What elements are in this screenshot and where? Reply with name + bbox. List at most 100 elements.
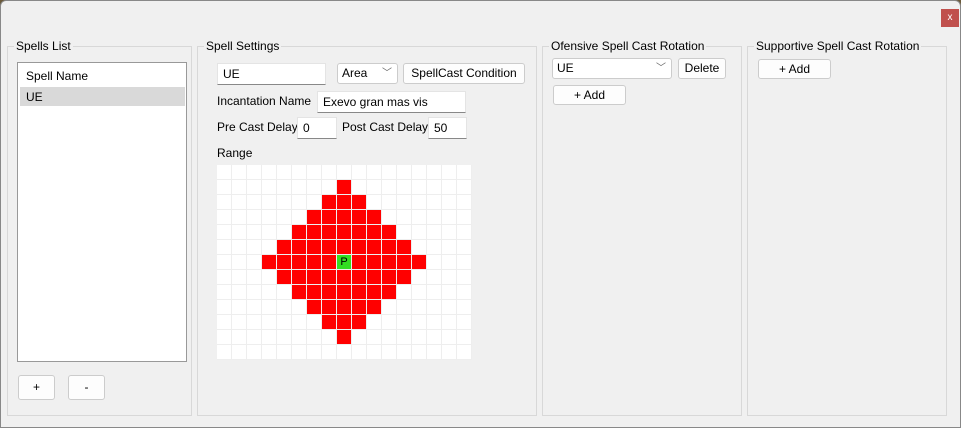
range-cell-active[interactable] <box>277 240 292 255</box>
range-cell[interactable] <box>397 345 412 360</box>
range-cell[interactable] <box>232 315 247 330</box>
range-cell[interactable] <box>262 195 277 210</box>
range-cell[interactable] <box>382 345 397 360</box>
range-cell[interactable] <box>217 285 232 300</box>
range-cell[interactable] <box>457 255 472 270</box>
range-cell[interactable] <box>367 315 382 330</box>
range-cell[interactable] <box>232 210 247 225</box>
range-cell[interactable] <box>262 240 277 255</box>
area-type-select[interactable]: Area ﹀ <box>337 63 398 84</box>
range-cell[interactable] <box>427 165 442 180</box>
range-cell[interactable] <box>337 165 352 180</box>
range-cell[interactable] <box>382 165 397 180</box>
range-cell[interactable] <box>307 165 322 180</box>
range-cell[interactable] <box>457 180 472 195</box>
range-cell-active[interactable] <box>322 195 337 210</box>
range-cell[interactable] <box>412 300 427 315</box>
range-cell[interactable] <box>397 225 412 240</box>
range-cell[interactable] <box>442 270 457 285</box>
range-cell[interactable] <box>412 225 427 240</box>
range-cell-active[interactable] <box>307 225 322 240</box>
range-cell[interactable] <box>442 285 457 300</box>
range-cell-active[interactable] <box>277 270 292 285</box>
range-cell-active[interactable] <box>307 210 322 225</box>
range-cell-active[interactable] <box>262 255 277 270</box>
close-button[interactable]: x <box>941 9 959 27</box>
range-cell-active[interactable] <box>307 255 322 270</box>
range-cell-active[interactable] <box>382 270 397 285</box>
range-cell-active[interactable] <box>397 255 412 270</box>
range-cell-active[interactable] <box>352 225 367 240</box>
range-cell[interactable] <box>397 315 412 330</box>
range-cell[interactable] <box>262 210 277 225</box>
range-cell-active[interactable] <box>352 210 367 225</box>
range-cell[interactable] <box>247 255 262 270</box>
range-cell[interactable] <box>217 255 232 270</box>
range-cell[interactable] <box>442 300 457 315</box>
range-cell[interactable] <box>412 315 427 330</box>
range-cell[interactable] <box>367 180 382 195</box>
range-cell[interactable] <box>277 315 292 330</box>
range-cell[interactable] <box>457 315 472 330</box>
range-cell[interactable] <box>262 300 277 315</box>
range-cell-active[interactable] <box>367 300 382 315</box>
range-cell[interactable] <box>352 180 367 195</box>
range-cell[interactable] <box>262 180 277 195</box>
range-cell-player[interactable]: P <box>337 255 352 270</box>
range-cell-active[interactable] <box>367 270 382 285</box>
range-cell[interactable] <box>262 225 277 240</box>
range-cell-active[interactable] <box>307 240 322 255</box>
range-cell[interactable] <box>262 330 277 345</box>
range-cell[interactable] <box>442 210 457 225</box>
range-cell[interactable] <box>217 180 232 195</box>
range-cell[interactable] <box>367 165 382 180</box>
range-cell[interactable] <box>307 315 322 330</box>
range-cell-active[interactable] <box>322 270 337 285</box>
range-cell[interactable] <box>277 225 292 240</box>
range-cell[interactable] <box>247 285 262 300</box>
range-cell[interactable] <box>262 285 277 300</box>
range-cell[interactable] <box>397 300 412 315</box>
range-cell[interactable] <box>292 195 307 210</box>
range-cell[interactable] <box>292 345 307 360</box>
range-cell[interactable] <box>442 240 457 255</box>
range-cell[interactable] <box>412 285 427 300</box>
range-cell[interactable] <box>292 165 307 180</box>
range-cell[interactable] <box>412 345 427 360</box>
range-cell[interactable] <box>277 285 292 300</box>
range-cell[interactable] <box>382 330 397 345</box>
range-cell-active[interactable] <box>292 225 307 240</box>
range-cell[interactable] <box>442 195 457 210</box>
range-cell-active[interactable] <box>367 210 382 225</box>
spell-name-input[interactable]: UE <box>217 63 326 85</box>
range-cell[interactable] <box>262 315 277 330</box>
range-cell[interactable] <box>427 195 442 210</box>
range-cell[interactable] <box>277 300 292 315</box>
range-cell-active[interactable] <box>352 315 367 330</box>
range-cell[interactable] <box>382 300 397 315</box>
range-cell[interactable] <box>412 330 427 345</box>
range-cell[interactable] <box>232 180 247 195</box>
range-cell[interactable] <box>457 240 472 255</box>
range-cell[interactable] <box>457 285 472 300</box>
range-cell-active[interactable] <box>382 240 397 255</box>
range-cell[interactable] <box>457 330 472 345</box>
range-cell[interactable] <box>247 345 262 360</box>
range-cell[interactable] <box>442 255 457 270</box>
range-cell-active[interactable] <box>367 225 382 240</box>
range-cell-active[interactable] <box>337 195 352 210</box>
range-cell[interactable] <box>292 210 307 225</box>
range-cell-active[interactable] <box>352 195 367 210</box>
range-cell[interactable] <box>277 195 292 210</box>
range-cell[interactable] <box>232 330 247 345</box>
range-cell[interactable] <box>457 300 472 315</box>
supportive-add-button[interactable]: + Add <box>758 59 831 79</box>
range-cell[interactable] <box>217 345 232 360</box>
range-cell[interactable] <box>292 315 307 330</box>
range-cell[interactable] <box>307 180 322 195</box>
range-cell[interactable] <box>277 345 292 360</box>
range-cell[interactable] <box>217 315 232 330</box>
range-cell-active[interactable] <box>352 285 367 300</box>
offensive-add-button[interactable]: + Add <box>553 85 626 105</box>
range-cell[interactable] <box>307 195 322 210</box>
